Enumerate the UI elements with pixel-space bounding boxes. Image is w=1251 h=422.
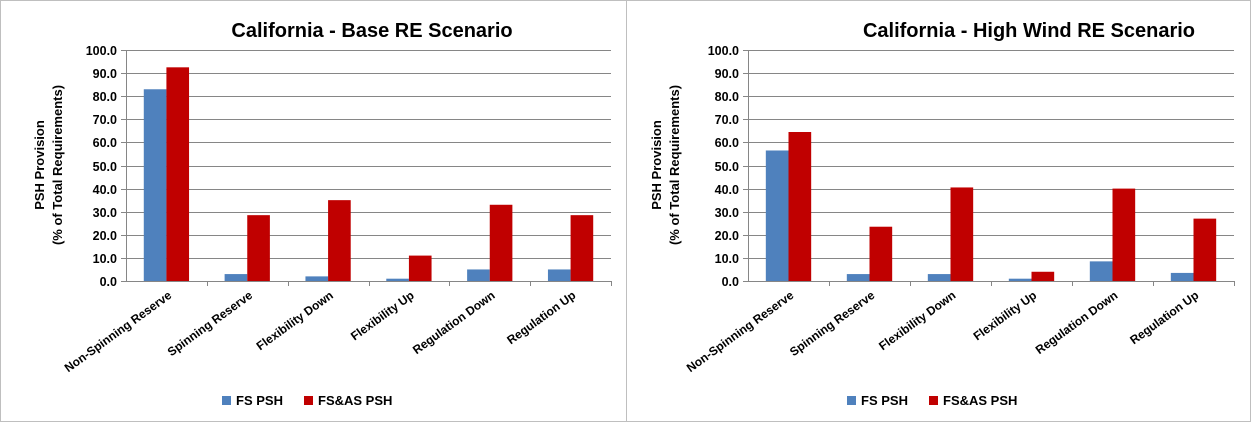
y-tick-label: 20.0: [715, 229, 739, 243]
chart-title: California - High Wind RE Scenario: [863, 20, 1195, 42]
bar-fs-as-psh: [166, 67, 190, 281]
legend-swatch: [929, 396, 938, 405]
y-tick-label: 60.0: [715, 136, 739, 150]
y-tick-label: 80.0: [715, 90, 739, 104]
bar-fs-psh: [467, 269, 490, 281]
y-tick-label: 0.0: [722, 275, 739, 289]
bar-fs-psh: [547, 269, 571, 281]
grid-lines: [748, 50, 1234, 259]
bar-fs-psh: [927, 274, 951, 281]
bar-fs-psh: [1089, 261, 1113, 281]
y-axis-label-line-1: PSH Provision: [649, 120, 664, 210]
bar-fs-psh: [1170, 272, 1194, 281]
y-tick-label: 50.0: [715, 160, 739, 174]
y-tick-label: 90.0: [93, 67, 117, 81]
y-tick-label: 80.0: [93, 90, 117, 104]
bar-fs-psh: [143, 89, 167, 282]
bar-fs-as-psh: [1193, 218, 1217, 281]
y-axis-label-line-2: (% of Total Requirements): [667, 85, 682, 245]
y-tick-label: 100.0: [708, 44, 739, 58]
bar-fs-as-psh: [1112, 188, 1136, 281]
grid-lines: [126, 50, 611, 259]
y-tick-label: 30.0: [715, 206, 739, 220]
chart-title: California - Base RE Scenario: [231, 20, 512, 42]
legend-label: FS&AS PSH: [943, 393, 1017, 408]
bar-fs-psh: [765, 150, 789, 281]
bars: [765, 132, 1217, 281]
bar-fs-psh: [386, 278, 409, 281]
bar-fs-psh: [224, 274, 248, 281]
legend: FS PSH FS&AS PSH: [222, 393, 392, 408]
y-tick-label: 100.0: [86, 44, 117, 58]
legend-label: FS&AS PSH: [318, 393, 392, 408]
y-tick-label: 70.0: [715, 113, 739, 127]
bar-fs-as-psh: [328, 200, 351, 281]
y-axis-label-line-1: PSH Provision: [32, 120, 47, 210]
axes: [743, 50, 1235, 286]
y-axis-label-line-2: (% of Total Requirements): [50, 85, 65, 245]
bar-fs-as-psh: [247, 215, 270, 281]
bar-fs-as-psh: [869, 226, 893, 281]
legend-swatch: [222, 396, 231, 405]
y-tick-label: 50.0: [93, 160, 117, 174]
y-tick-label: 10.0: [93, 252, 117, 266]
legend: FS PSH FS&AS PSH: [847, 393, 1017, 408]
bar-fs-as-psh: [788, 132, 812, 281]
legend-label: FS PSH: [236, 393, 283, 408]
bar-fs-as-psh: [489, 204, 513, 281]
bar-fs-as-psh: [950, 187, 974, 281]
axes: [121, 50, 612, 286]
legend-swatch: [304, 396, 313, 405]
y-tick-label: 60.0: [93, 136, 117, 150]
bar-fs-as-psh: [570, 215, 594, 281]
legend-label: FS PSH: [861, 393, 908, 408]
y-tick-label: 30.0: [93, 206, 117, 220]
y-tick-label: 40.0: [715, 183, 739, 197]
bar-fs-psh: [1008, 278, 1032, 281]
y-tick-label: 20.0: [93, 229, 117, 243]
bar-fs-as-psh: [408, 255, 432, 281]
bar-fs-as-psh: [1031, 271, 1055, 281]
y-tick-labels: 0.0 10.0 20.0 30.0 40.0 50.0 60.0 70.0 80.0 90.0 1…: [708, 44, 739, 289]
bar-fs-psh: [846, 274, 870, 281]
y-tick-label: 0.0: [100, 275, 117, 289]
y-tick-labels: 0.0 10.0 20.0 30.0 40.0 50.0 60.0 70.0 80.0 90.0 1…: [86, 44, 117, 289]
bars: [143, 67, 594, 282]
y-tick-label: 40.0: [93, 183, 117, 197]
legend-swatch: [847, 396, 856, 405]
y-tick-label: 10.0: [715, 252, 739, 266]
bar-fs-psh: [305, 276, 329, 281]
y-tick-label: 90.0: [715, 67, 739, 81]
y-tick-label: 70.0: [93, 113, 117, 127]
